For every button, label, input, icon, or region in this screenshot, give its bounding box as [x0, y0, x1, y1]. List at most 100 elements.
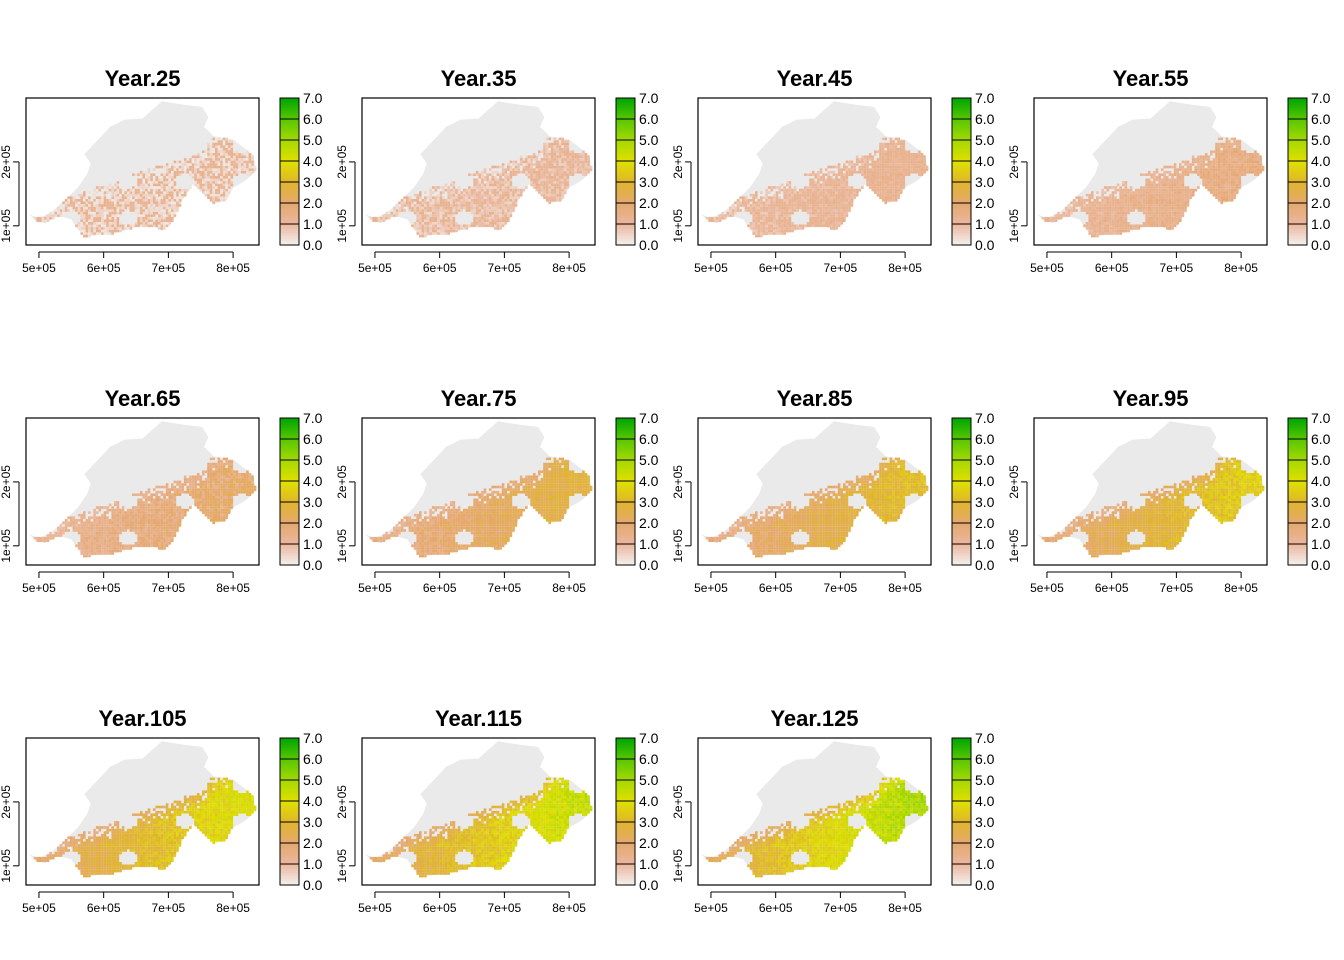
- legend-swatch: [280, 116, 299, 120]
- raster-cell: [246, 163, 249, 166]
- raster-cell: [863, 163, 867, 166]
- raster-cell: [142, 222, 146, 225]
- raster-cell: [145, 181, 148, 184]
- raster-cell: [207, 176, 210, 179]
- raster-cell: [147, 176, 151, 179]
- raster-cell: [196, 183, 200, 187]
- raster-cell: [752, 216, 755, 220]
- raster-cell: [137, 204, 140, 207]
- raster-cell: [106, 219, 109, 222]
- raster-cell: [483, 222, 487, 225]
- raster-cell: [1124, 191, 1128, 194]
- raster-cell: [1246, 163, 1249, 166]
- raster-cell: [850, 163, 854, 166]
- raster-cell: [421, 222, 425, 225]
- raster-cell: [548, 137, 551, 141]
- raster-cell: [1173, 209, 1177, 212]
- raster-cell: [1116, 209, 1120, 212]
- raster-cell: [894, 150, 898, 153]
- raster-cell: [1228, 196, 1231, 199]
- raster-cell: [88, 229, 91, 233]
- raster-cell: [827, 191, 830, 194]
- raster-cell: [49, 214, 52, 217]
- raster-cell: [150, 191, 153, 194]
- raster-cell: [881, 153, 885, 156]
- raster-cell: [98, 188, 102, 192]
- raster-cell: [871, 163, 875, 166]
- raster-cell: [918, 160, 921, 164]
- raster-cell: [827, 224, 830, 228]
- raster-cell: [426, 216, 430, 220]
- raster-cell: [137, 211, 140, 215]
- legend-swatch: [280, 192, 299, 196]
- raster-cell: [780, 209, 784, 212]
- raster-cell: [902, 186, 906, 189]
- raster-cell: [576, 160, 580, 164]
- raster-cell: [1067, 211, 1071, 215]
- raster-cell: [817, 188, 820, 192]
- raster-cell: [538, 150, 541, 153]
- raster-cell: [1085, 206, 1089, 210]
- raster-cell: [163, 214, 166, 217]
- raster-cell: [129, 193, 133, 197]
- raster-cell: [455, 201, 458, 205]
- raster-cell: [202, 153, 205, 156]
- raster-cell: [447, 193, 450, 197]
- raster-cell: [240, 163, 244, 166]
- raster-cell: [142, 216, 146, 220]
- raster-cell: [1101, 209, 1104, 212]
- raster-cell: [1163, 178, 1166, 182]
- raster-cell: [1124, 211, 1128, 215]
- raster-cell: [566, 153, 570, 156]
- raster-cell: [1150, 201, 1154, 205]
- raster-cell: [142, 219, 146, 222]
- raster-cell: [168, 168, 171, 171]
- raster-cell: [1101, 201, 1104, 205]
- raster-cell: [160, 216, 164, 220]
- raster-cell: [501, 216, 505, 220]
- raster-cell: [889, 145, 893, 148]
- raster-cell: [1114, 232, 1117, 235]
- raster-cell: [463, 227, 466, 230]
- raster-cell: [419, 216, 422, 220]
- raster-cell: [894, 181, 898, 184]
- raster-cell: [463, 204, 466, 207]
- raster-cell: [1096, 191, 1099, 194]
- raster-cell: [165, 181, 169, 184]
- raster-cell: [114, 199, 117, 202]
- raster-cell: [1235, 155, 1239, 159]
- legend-swatch: [616, 177, 635, 181]
- raster-cell: [1160, 181, 1164, 184]
- raster-cell: [783, 188, 786, 192]
- raster-cell: [876, 191, 880, 194]
- raster-cell: [496, 170, 500, 174]
- raster-cell: [437, 219, 440, 222]
- raster-cell: [488, 219, 492, 222]
- raster-cell: [1160, 209, 1164, 212]
- legend-swatch: [952, 102, 971, 105]
- raster-cell: [494, 170, 497, 174]
- raster-cell: [809, 214, 812, 217]
- raster-cell: [879, 165, 882, 169]
- raster-cell: [204, 158, 208, 161]
- raster-cell: [1122, 196, 1125, 199]
- raster-cell: [1220, 165, 1223, 169]
- raster-cell: [189, 170, 192, 174]
- raster-cell: [563, 181, 567, 184]
- raster-cell: [158, 183, 161, 187]
- raster-cell: [1235, 186, 1239, 189]
- raster-cell: [871, 181, 875, 184]
- raster-cell: [1155, 193, 1159, 197]
- raster-cell: [561, 147, 564, 151]
- raster-cell: [767, 191, 771, 194]
- raster-cell: [845, 173, 849, 176]
- raster-cell: [1171, 222, 1174, 225]
- raster-cell: [491, 188, 494, 192]
- raster-cell: [442, 188, 445, 192]
- raster-cell: [1225, 199, 1229, 202]
- raster-cell: [1251, 153, 1255, 156]
- raster-cell: [496, 178, 500, 182]
- raster-cell: [752, 219, 755, 222]
- raster-cell: [176, 186, 179, 189]
- raster-cell: [431, 219, 435, 222]
